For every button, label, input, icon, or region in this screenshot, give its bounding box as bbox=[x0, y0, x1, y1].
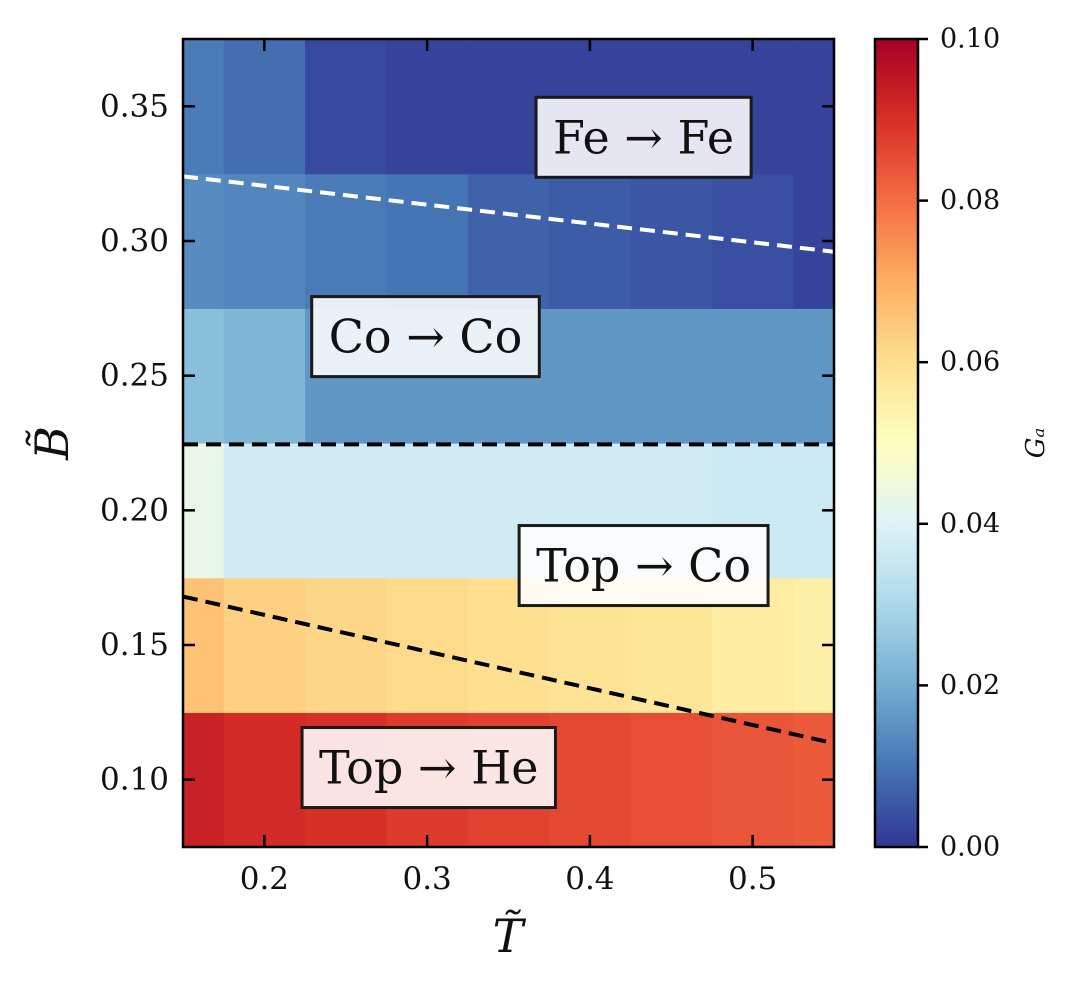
colorbar-tick-label: 0.00 bbox=[940, 832, 1000, 863]
colorbar-ticks: 0.00 0.02 0.04 0.06 0.08 0.10 bbox=[918, 24, 1000, 863]
heatmap-cell bbox=[305, 39, 388, 175]
x-tick-label: 0.3 bbox=[402, 861, 451, 897]
annotation-label: Top → Co bbox=[536, 539, 751, 593]
annotation-label: Fe → Fe bbox=[553, 110, 734, 164]
heatmap-cell bbox=[386, 577, 469, 713]
colorbar-tick-label: 0.08 bbox=[940, 185, 1000, 216]
heatmap-cell bbox=[223, 308, 306, 444]
heatmap-cell bbox=[630, 712, 713, 847]
heatmap-cell bbox=[711, 712, 794, 847]
boundary-line bbox=[183, 174, 834, 254]
y-tick-label: 0.10 bbox=[100, 762, 169, 798]
heatmap-cell bbox=[223, 712, 306, 847]
y-tick-label: 0.15 bbox=[100, 627, 169, 663]
colorbar-tick-label: 0.06 bbox=[940, 347, 1000, 378]
heatmap-cell bbox=[386, 39, 469, 175]
x-tick-label: 0.4 bbox=[565, 861, 614, 897]
y-tick-label: 0.30 bbox=[100, 223, 169, 259]
y-axis-ticks: 0.10 0.15 0.20 0.25 0.30 0.35 bbox=[100, 88, 834, 798]
annotation-box: Top → Co bbox=[517, 524, 770, 608]
heatmap-cell bbox=[549, 173, 632, 309]
heatmap-cell bbox=[630, 308, 713, 444]
heatmap-cell bbox=[467, 173, 550, 309]
x-tick-label: 0.5 bbox=[728, 861, 777, 897]
annotation-box: Co → Co bbox=[310, 295, 541, 379]
annotation-frame bbox=[517, 524, 770, 608]
heatmap-cell bbox=[630, 173, 713, 309]
heatmap-cell bbox=[223, 39, 306, 175]
colorbar-tick-label: 0.10 bbox=[940, 24, 1000, 55]
heatmap-cell bbox=[223, 173, 306, 309]
heatmap-cell bbox=[711, 173, 794, 309]
annotation-frame bbox=[300, 726, 557, 810]
annotation-box: Fe → Fe bbox=[534, 95, 753, 179]
y-tick-label: 0.20 bbox=[100, 492, 169, 528]
colorbar-tick-label: 0.02 bbox=[940, 670, 1000, 701]
y-axis-label: B̃ bbox=[25, 426, 79, 461]
heatmap-cell bbox=[223, 443, 306, 579]
annotation-frame bbox=[310, 295, 541, 379]
heatmap-cell bbox=[305, 577, 388, 713]
boundary-line bbox=[183, 594, 834, 746]
annotation-label: Co → Co bbox=[329, 310, 523, 364]
heatmap-cell bbox=[549, 308, 632, 444]
heatmap-cell bbox=[549, 712, 632, 847]
heatmap-cell bbox=[711, 308, 794, 444]
colorbar-tick-label: 0.04 bbox=[940, 508, 1000, 539]
colorbar-label: Gₐ bbox=[1021, 428, 1051, 459]
plot-frame bbox=[181, 37, 836, 849]
y-tick-label: 0.25 bbox=[100, 358, 169, 394]
phase-boundaries bbox=[183, 174, 834, 746]
annotation-frame bbox=[534, 95, 753, 179]
colorbar bbox=[873, 37, 920, 849]
heatmap-cell bbox=[223, 577, 306, 713]
y-tick-label: 0.35 bbox=[100, 88, 169, 124]
heatmap-cell bbox=[386, 173, 469, 309]
phase-annotations: Fe → Fe Co → Co Top → Co Top → He bbox=[300, 95, 770, 810]
heatmap-cell bbox=[305, 443, 388, 579]
annotation-box: Top → He bbox=[300, 726, 557, 810]
annotation-label: Top → He bbox=[319, 741, 538, 795]
x-axis-label: T̃ bbox=[493, 909, 527, 963]
heatmap-cell bbox=[386, 443, 469, 579]
x-tick-label: 0.2 bbox=[240, 861, 289, 897]
x-axis-ticks: 0.2 0.3 0.4 0.5 bbox=[240, 39, 777, 897]
